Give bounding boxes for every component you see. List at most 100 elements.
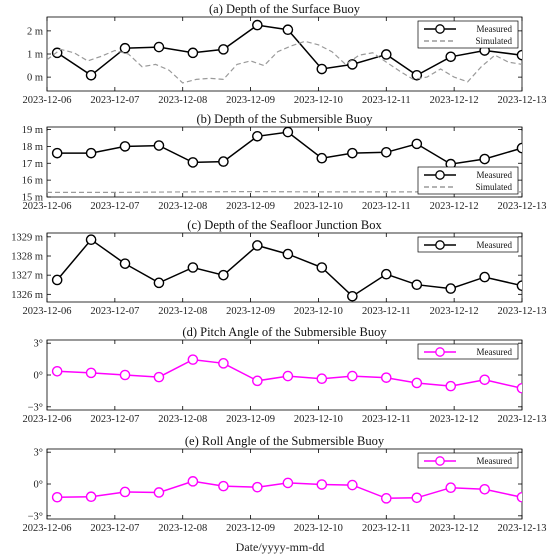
legend-marker <box>435 240 445 250</box>
legend-label: Measured <box>477 170 513 180</box>
data-point <box>252 19 263 31</box>
legend-label: Measured <box>477 347 513 357</box>
x-tick-label: 2023-12-06 <box>23 201 72 212</box>
x-tick-label: 2023-12-11 <box>362 201 411 212</box>
data-point <box>252 240 263 251</box>
x-tick-label: 2023-12-10 <box>294 95 343 106</box>
data-point <box>411 377 423 389</box>
data-point <box>218 269 229 281</box>
data-point <box>347 147 358 159</box>
x-tick-label: 2023-12-13 <box>498 306 547 317</box>
x-tick-label: 2023-12-10 <box>294 201 343 212</box>
panel-title: (c) Depth of the Seafloor Junction Box <box>187 218 382 232</box>
series-line-simulated <box>47 40 522 84</box>
data-point <box>282 127 294 138</box>
chart-panel-5: (e) Roll Angle of the Submersible Buoy −3… <box>23 434 547 534</box>
y-tick-label: 3° <box>34 448 43 459</box>
y-tick-label: 1327 m <box>11 271 43 282</box>
data-point <box>51 491 63 503</box>
y-tick-label: 2 m <box>27 26 43 37</box>
x-tick-label: 2023-12-12 <box>430 306 479 317</box>
x-tick-label: 2023-12-08 <box>158 414 207 425</box>
x-tick-label: 2023-12-06 <box>23 523 72 534</box>
y-tick-label: 1326 m <box>11 290 43 301</box>
data-point <box>380 268 392 280</box>
y-tick-label: 1328 m <box>11 252 43 263</box>
x-tick-label: 2023-12-11 <box>362 306 411 317</box>
x-tick-label: 2023-12-08 <box>158 306 207 317</box>
axes-frame <box>46 126 523 198</box>
legend-box <box>417 20 519 49</box>
legend: Measured Simulated <box>417 20 519 49</box>
x-tick-label: 2023-12-07 <box>90 414 139 425</box>
data-point <box>445 283 457 294</box>
legend: Measured <box>417 236 519 253</box>
panel-title: (b) Depth of the Submersible Buoy <box>196 112 373 126</box>
y-tick-label: 1329 m <box>11 232 43 243</box>
data-point <box>316 373 328 385</box>
x-tick-label: 2023-12-09 <box>226 306 275 317</box>
data-point <box>516 142 522 154</box>
data-point <box>153 487 165 498</box>
x-tick-label: 2023-12-12 <box>430 414 479 425</box>
x-tick-label: 2023-12-07 <box>90 95 139 106</box>
data-point <box>445 51 457 63</box>
data-point <box>479 484 490 495</box>
data-point <box>347 479 358 491</box>
x-axis-label: Date/yyyy-mm-dd <box>236 540 325 554</box>
data-point <box>252 130 263 142</box>
data-point <box>85 367 97 379</box>
data-point <box>119 258 131 269</box>
legend-label: Measured <box>477 456 513 466</box>
y-tick-label: 15 m <box>22 193 43 204</box>
data-point <box>282 477 294 489</box>
x-tick-label: 2023-12-09 <box>226 95 275 106</box>
y-tick-label: 1 m <box>27 50 43 61</box>
data-point <box>119 486 131 498</box>
data-point <box>479 374 490 386</box>
data-point <box>445 380 457 392</box>
x-tick-label: 2023-12-12 <box>430 523 479 534</box>
chart-panel-1: (a) Depth of the Surface Buoy 0 m 1 m 2 m 20… <box>23 2 547 106</box>
x-tick-label: 2023-12-11 <box>362 414 411 425</box>
x-tick-label: 2023-12-06 <box>23 414 72 425</box>
x-tick-label: 2023-12-06 <box>23 95 72 106</box>
data-point <box>479 271 490 283</box>
data-point <box>218 44 229 55</box>
data-point <box>282 370 294 382</box>
data-point <box>153 371 165 383</box>
y-tick-label: 16 m <box>22 176 43 187</box>
data-point <box>187 157 199 168</box>
legend-label: Simulated <box>476 36 513 46</box>
y-tick-label: 0° <box>34 480 43 491</box>
x-tick-label: 2023-12-08 <box>158 523 207 534</box>
data-point <box>218 480 229 492</box>
data-point <box>316 262 328 273</box>
data-point <box>282 24 294 36</box>
data-point <box>380 49 392 60</box>
data-point <box>51 274 63 286</box>
data-point <box>516 382 522 394</box>
x-tick-label: 2023-12-06 <box>23 306 72 317</box>
data-point <box>119 369 131 381</box>
data-point <box>187 262 199 273</box>
panel-title: (d) Pitch Angle of the Submersible Buoy <box>182 325 387 339</box>
plot-area <box>51 354 522 394</box>
x-tick-label: 2023-12-13 <box>498 523 547 534</box>
data-point <box>347 59 358 70</box>
x-tick-label: 2023-12-10 <box>294 306 343 317</box>
axes-frame <box>46 232 523 303</box>
data-point <box>516 49 522 61</box>
x-tick-label: 2023-12-12 <box>430 95 479 106</box>
legend: Measured Simulated <box>417 166 519 195</box>
data-point <box>187 354 199 365</box>
legend-marker <box>435 347 445 357</box>
y-tick-label: 0° <box>34 371 43 382</box>
data-point <box>516 491 522 503</box>
legend-box <box>417 166 519 195</box>
data-point <box>218 156 229 167</box>
data-point <box>380 372 392 383</box>
x-tick-label: 2023-12-13 <box>498 95 547 106</box>
x-tick-label: 2023-12-11 <box>362 95 411 106</box>
